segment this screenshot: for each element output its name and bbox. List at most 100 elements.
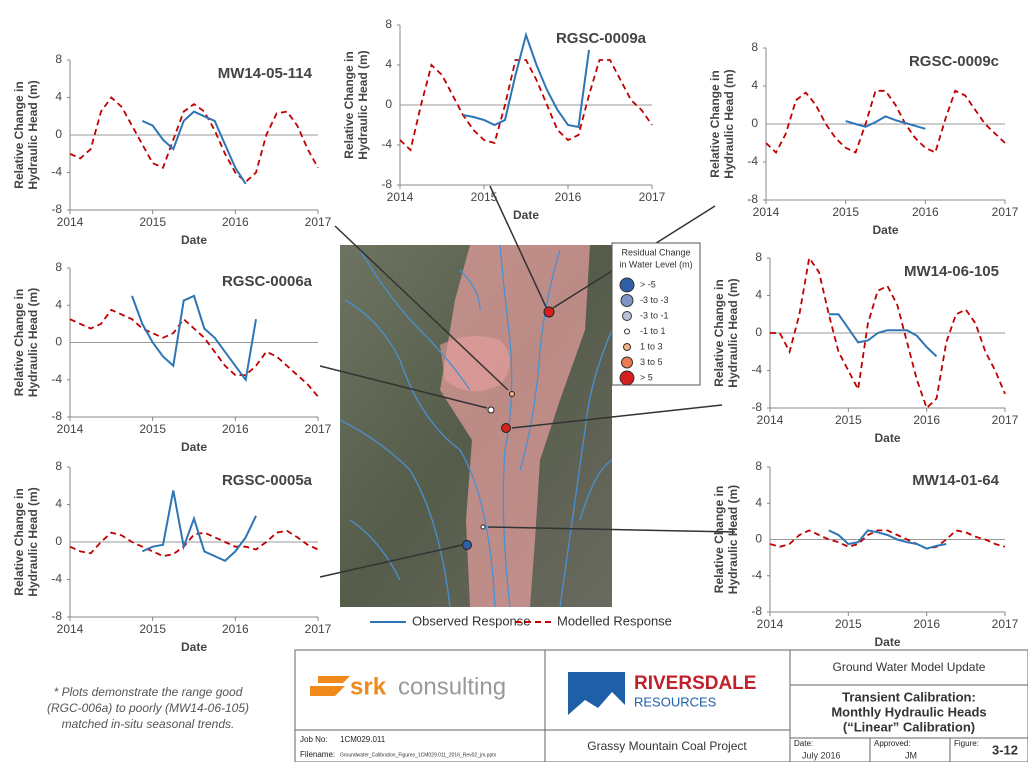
- y-tick-label: -8: [381, 177, 392, 191]
- x-axis-label: Date: [874, 635, 900, 649]
- x-axis-label: Date: [181, 440, 207, 454]
- legend-label: Observed Response: [412, 613, 531, 628]
- map-legend-label: 1 to 3: [640, 341, 663, 351]
- y-tick-label: 0: [385, 97, 392, 111]
- legend-label: Modelled Response: [557, 613, 672, 628]
- x-tick-label: 2017: [992, 413, 1019, 427]
- x-tick-label: 2016: [222, 215, 249, 229]
- block-title: Transient Calibration:: [842, 689, 976, 704]
- y-tick-label: 8: [755, 459, 762, 473]
- y-tick-label: -4: [751, 363, 762, 377]
- srk-name: srk: [350, 673, 387, 700]
- x-tick-label: 2017: [992, 205, 1019, 219]
- chart-title: RGSC-0006a: [222, 273, 313, 290]
- job-label: Job No:: [300, 735, 328, 744]
- x-tick-label: 2016: [913, 413, 940, 427]
- x-tick-label: 2017: [305, 215, 332, 229]
- x-tick-label: 2015: [835, 617, 862, 631]
- riversdale-name: RIVERSDALE: [634, 673, 756, 694]
- y-tick-label: 8: [385, 17, 392, 31]
- x-tick-label: 2015: [139, 622, 166, 636]
- map-legend-symbol: [621, 295, 633, 307]
- chart-title: RGSC-0009c: [909, 53, 999, 70]
- map-legend-label: -1 to 1: [640, 326, 666, 336]
- block-title: Monthly Hydraulic Heads: [831, 704, 986, 719]
- figure: Residual Changein Water Level (m)> -5-3 …: [0, 0, 1028, 762]
- y-tick-label: 4: [755, 288, 762, 302]
- map-legend-label: -3 to -3: [640, 295, 669, 305]
- y-tick-label: -4: [51, 572, 62, 586]
- chart-title: MW14-06-105: [904, 263, 999, 280]
- chart-title: RGSC-0009a: [556, 30, 647, 47]
- y-axis-label: Relative Change in: [712, 279, 726, 386]
- y-tick-label: -8: [51, 202, 62, 216]
- x-tick-label: 2016: [555, 190, 582, 204]
- map-legend-symbol: [620, 278, 634, 292]
- note: * Plots demonstrate the range good (RGC-…: [47, 685, 249, 731]
- y-axis-label: Relative Change in: [12, 289, 26, 396]
- note-line: matched in-situ seasonal trends.: [62, 717, 235, 731]
- x-tick-label: 2015: [139, 215, 166, 229]
- map-legend: Residual Changein Water Level (m)> -5-3 …: [612, 243, 700, 385]
- x-tick-label: 2015: [471, 190, 498, 204]
- y-axis-label: Relative Change in: [712, 486, 726, 593]
- x-tick-label: 2016: [913, 617, 940, 631]
- x-tick-label: 2017: [305, 422, 332, 436]
- chart-title: RGSC-0005a: [222, 472, 313, 489]
- y-tick-label: 4: [55, 297, 62, 311]
- x-tick-label: 2014: [757, 617, 784, 631]
- chart-title: MW14-01-64: [912, 472, 999, 489]
- map-legend-symbol: [625, 329, 630, 334]
- date: July 2016: [802, 750, 841, 760]
- date-label: Date:: [794, 739, 813, 748]
- y-axis-label: Hydraulic Head (m): [26, 80, 40, 189]
- y-axis-label: Relative Change in: [12, 488, 26, 595]
- y-tick-label: 4: [55, 90, 62, 104]
- y-tick-label: -8: [751, 604, 762, 618]
- y-tick-label: 4: [755, 495, 762, 509]
- y-axis-label: Hydraulic Head (m): [726, 485, 740, 594]
- x-tick-label: 2015: [835, 413, 862, 427]
- y-axis-label: Relative Change in: [12, 81, 26, 188]
- map-legend-symbol: [624, 344, 631, 351]
- x-tick-label: 2017: [305, 622, 332, 636]
- file-name: Groundwater_Calibration_Figures_1CM029.0…: [340, 752, 497, 758]
- y-tick-label: -4: [381, 137, 392, 151]
- y-tick-label: 0: [55, 335, 62, 349]
- y-axis-label: Hydraulic Head (m): [26, 288, 40, 397]
- x-axis-label: Date: [874, 431, 900, 445]
- map-legend-title: Residual Change: [621, 247, 690, 257]
- chart-title: MW14-05-114: [218, 65, 313, 82]
- x-tick-label: 2014: [757, 413, 784, 427]
- y-tick-label: 8: [55, 52, 62, 66]
- y-tick-label: -4: [747, 154, 758, 168]
- x-tick-label: 2017: [992, 617, 1019, 631]
- y-tick-label: 8: [751, 40, 758, 54]
- x-tick-label: 2015: [832, 205, 859, 219]
- map-legend-label: > -5: [640, 279, 656, 289]
- block-title: (“Linear” Calibration): [843, 719, 975, 734]
- y-axis-label: Hydraulic Head (m): [26, 487, 40, 596]
- file-label: Filename:: [300, 750, 335, 759]
- x-axis-label: Date: [513, 208, 539, 222]
- x-tick-label: 2016: [222, 622, 249, 636]
- y-tick-label: 0: [751, 116, 758, 130]
- x-axis-label: Date: [181, 233, 207, 247]
- y-tick-label: 8: [55, 260, 62, 274]
- legend: Observed Response Modelled Response: [370, 613, 672, 628]
- note-line: (RGC-006a) to poorly (MW14-06-105): [47, 701, 249, 715]
- x-tick-label: 2014: [387, 190, 414, 204]
- y-tick-label: 0: [55, 127, 62, 141]
- y-axis-label: Hydraulic Head (m): [722, 69, 736, 178]
- map-legend-symbol: [620, 371, 634, 385]
- y-tick-label: -4: [51, 165, 62, 179]
- x-tick-label: 2017: [639, 190, 666, 204]
- map-legend-symbol: [622, 357, 633, 368]
- map-legend-label: 3 to 5: [640, 357, 663, 367]
- x-axis-label: Date: [872, 223, 898, 237]
- y-tick-label: 0: [55, 534, 62, 548]
- map: [340, 245, 612, 607]
- y-tick-label: 8: [755, 250, 762, 264]
- y-tick-label: -4: [751, 568, 762, 582]
- x-tick-label: 2016: [912, 205, 939, 219]
